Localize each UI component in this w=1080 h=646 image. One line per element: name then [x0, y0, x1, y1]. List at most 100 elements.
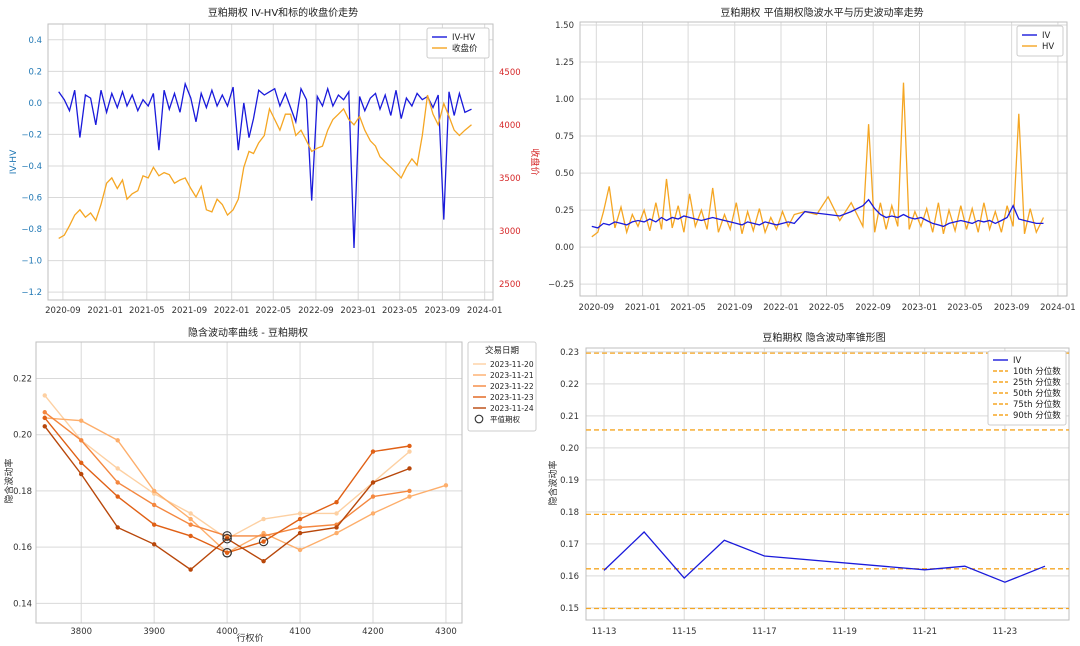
- legend-label: 2023-11-23: [490, 393, 534, 402]
- legend-label: IV: [1042, 31, 1051, 41]
- y-axis-label: 隐含波动率: [547, 460, 559, 505]
- y-tick-label: 0.50: [555, 169, 574, 179]
- legend-swatch: [474, 414, 484, 424]
- x-tick-label: 4000: [216, 627, 238, 637]
- y-tick-label: 0.23: [560, 348, 579, 358]
- y-tick-label: 1.25: [555, 58, 574, 68]
- y-tick-label: 0.22: [13, 375, 32, 385]
- smile-point: [261, 558, 266, 564]
- iv-hv-close-chart: 豆粕期权 IV-HV和标的收盘价走势 IV-HV 收盘价 2020-09 2021…: [9, 6, 540, 316]
- legend-label: IV: [1013, 356, 1022, 366]
- plot-frame: [35, 341, 463, 624]
- x-tick-label: 2023-01: [340, 306, 376, 316]
- smile-point: [407, 449, 412, 454]
- y-tick-label: 0.0: [28, 99, 42, 109]
- x-tick-label: 2022-09: [855, 303, 891, 313]
- legend-label: HV: [1042, 42, 1054, 52]
- y2-tick-label: 3500: [499, 174, 521, 184]
- smile-point: [334, 525, 339, 530]
- smile-point: [224, 550, 230, 555]
- series-line-收盘价: [58, 94, 472, 239]
- x-tick-label: 4200: [362, 627, 384, 637]
- series-line-IV-HV: [58, 81, 472, 249]
- y-tick-label: −0.8: [21, 225, 42, 235]
- smile-point: [188, 567, 193, 572]
- x-tick-label: 2023-05: [947, 303, 983, 313]
- iv-line: [603, 531, 1046, 583]
- smile-point: [42, 424, 47, 429]
- y-tick-label: 0.19: [560, 476, 579, 486]
- iv-hv-trend-chart: 豆粕期权 平值期权隐波水平与历史波动率走势 2020-09 2021-01 2021…: [548, 6, 1076, 313]
- legend-box: [426, 27, 490, 59]
- smile-point: [297, 530, 303, 536]
- smile-point: [115, 494, 120, 499]
- legend-label: 90th 分位数: [1013, 410, 1061, 421]
- legend-label: 2023-11-22: [490, 382, 534, 391]
- x-tick-label: 4300: [435, 627, 457, 637]
- x-tick-label: 2023-01: [902, 303, 938, 313]
- y-tick-label: 0.21: [560, 412, 579, 422]
- smile-point: [115, 438, 120, 443]
- legend-title: 交易日期: [485, 345, 519, 356]
- smile-point: [261, 516, 266, 522]
- x-tick-label: 2023-09: [994, 303, 1030, 313]
- atm-marker: [222, 548, 232, 558]
- smile-point: [407, 488, 412, 494]
- x-tick-label: 11-17: [752, 627, 777, 637]
- smile-point: [297, 547, 303, 553]
- smile-point: [297, 511, 303, 516]
- x-tick-label: 3800: [70, 627, 92, 637]
- legend-label: 2023-11-24: [490, 404, 534, 413]
- x-tick-label: 2021-05: [670, 303, 706, 313]
- smile-point: [42, 410, 47, 415]
- y2-tick-label: 2500: [499, 280, 521, 290]
- y-tick-label: 1.00: [555, 95, 574, 105]
- y-tick-label: 0.17: [560, 540, 579, 550]
- x-tick-label: 4100: [289, 627, 311, 637]
- smile-point: [151, 522, 157, 527]
- x-tick-label: 2023-09: [425, 306, 461, 316]
- legend-label: 75th 分位数: [1013, 399, 1061, 410]
- legend-label: 收盘价: [452, 43, 478, 54]
- x-tick-label: 2022-09: [298, 306, 334, 316]
- smile-point: [188, 516, 193, 522]
- x-tick-label: 2021-01: [87, 306, 123, 316]
- legend-label: 25th 分位数: [1013, 377, 1061, 388]
- y-tick-label: 0.15: [560, 604, 579, 614]
- y-axis-label: 隐含波动率: [3, 458, 15, 503]
- smile-point: [42, 393, 47, 398]
- smile-point: [334, 499, 339, 505]
- x-tick-label: 2021-05: [129, 306, 165, 316]
- plot-frame: [585, 347, 1070, 621]
- legend-label: 2023-11-20: [490, 360, 534, 369]
- x-tick-label: 2022-05: [809, 303, 845, 313]
- y-tick-label: 0.75: [555, 132, 574, 142]
- y-tick-label: 0.16: [13, 543, 32, 553]
- y-tick-label: −0.4: [21, 162, 42, 172]
- smile-point: [370, 494, 376, 499]
- x-tick-label: 2021-09: [172, 306, 208, 316]
- plot-frame: [47, 23, 494, 301]
- x-tick-label: 11-21: [912, 627, 937, 637]
- atm-marker: [222, 531, 232, 541]
- y-tick-label: 0.22: [560, 380, 579, 390]
- legend-box: [1016, 25, 1064, 57]
- chart-title: 豆粕期权 IV-HV和标的收盘价走势: [208, 6, 358, 19]
- smile-point: [261, 539, 266, 544]
- smile-line-2023-11-21: [44, 417, 447, 554]
- x-tick-label: 2022-01: [214, 306, 250, 316]
- x-tick-label: 2020-09: [579, 303, 615, 313]
- legend-label: 平值期权: [490, 414, 520, 424]
- smile-point: [188, 511, 193, 516]
- legend-label: IV-HV: [452, 33, 475, 43]
- smile-point: [79, 418, 84, 423]
- smile-point: [297, 525, 303, 530]
- y-tick-label: 1.50: [555, 21, 574, 31]
- y-tick-label: 0.25: [555, 206, 574, 216]
- legend-label: 50th 分位数: [1013, 388, 1061, 399]
- x-tick-label: 2024-01: [467, 306, 503, 316]
- y-tick-label: 0.2: [28, 67, 42, 77]
- y-tick-label: 0.20: [13, 431, 32, 441]
- smile-point: [188, 522, 193, 527]
- y-tick-label: 0.14: [13, 599, 32, 609]
